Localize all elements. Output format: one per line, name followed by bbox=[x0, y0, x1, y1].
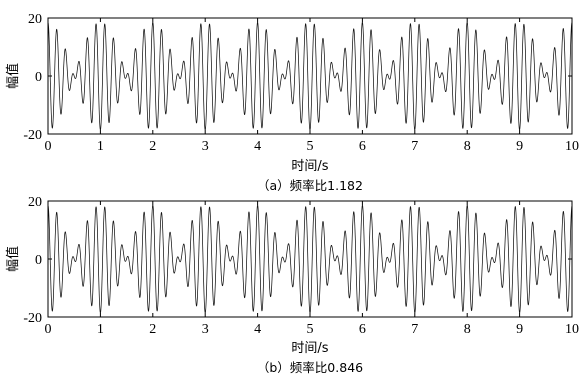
x-tick-label: 6 bbox=[359, 139, 366, 154]
y-axis-label: 幅值 bbox=[5, 63, 21, 89]
x-tick-label: 6 bbox=[359, 322, 366, 337]
x-tick-label: 5 bbox=[307, 139, 314, 154]
x-axis-label: 时间/s bbox=[291, 159, 328, 174]
x-tick-label: 7 bbox=[411, 139, 418, 154]
signal-trace bbox=[47, 21, 573, 131]
y-tick-label: 0 bbox=[35, 253, 42, 268]
x-tick-label: 0 bbox=[45, 322, 52, 337]
y-tick-label: 20 bbox=[28, 12, 42, 27]
x-tick-label: 9 bbox=[516, 322, 523, 337]
y-tick-label: -20 bbox=[23, 311, 42, 326]
y-tick-label: 0 bbox=[35, 70, 42, 85]
figure-caption: （b）频率比0.846 bbox=[257, 360, 363, 375]
x-axis-label: 时间/s bbox=[291, 341, 328, 356]
x-tick-label: 9 bbox=[516, 139, 523, 154]
x-tick-label: 2 bbox=[149, 139, 156, 154]
x-tick-label: 8 bbox=[464, 139, 471, 154]
x-tick-label: 0 bbox=[45, 139, 52, 154]
x-tick-label: 4 bbox=[254, 139, 261, 154]
x-tick-label: 1 bbox=[97, 139, 104, 154]
x-tick-label: 8 bbox=[464, 322, 471, 337]
x-tick-label: 2 bbox=[149, 322, 156, 337]
x-tick-label: 3 bbox=[202, 139, 209, 154]
y-tick-label: -20 bbox=[23, 128, 42, 143]
signal-trace bbox=[47, 204, 573, 314]
x-tick-label: 10 bbox=[565, 322, 579, 337]
y-axis-label: 幅值 bbox=[5, 246, 21, 272]
x-tick-label: 5 bbox=[307, 322, 314, 337]
x-tick-label: 10 bbox=[565, 139, 579, 154]
x-tick-label: 7 bbox=[411, 322, 418, 337]
x-tick-label: 1 bbox=[97, 322, 104, 337]
x-tick-label: 4 bbox=[254, 322, 261, 337]
x-tick-label: 3 bbox=[202, 322, 209, 337]
figure-caption: （a）频率比1.182 bbox=[257, 178, 363, 193]
y-tick-label: 20 bbox=[28, 195, 42, 210]
